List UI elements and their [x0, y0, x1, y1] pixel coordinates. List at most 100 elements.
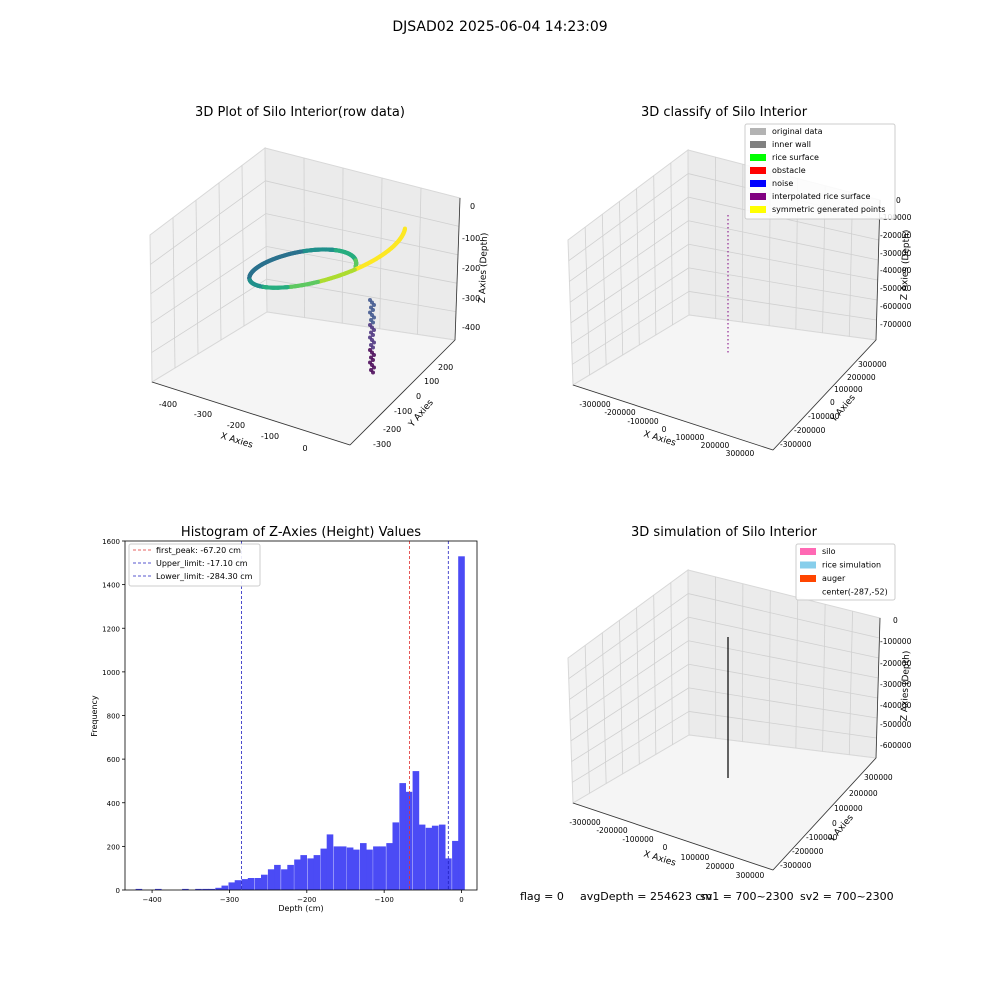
histogram-bar [313, 855, 321, 890]
raw-point [372, 303, 376, 307]
histogram-y-tick: 200 [107, 843, 120, 851]
classify-legend: original data inner wall rice surface obsta… [744, 123, 896, 220]
sim-z-tick-2: -200000 [880, 659, 912, 668]
raw-z-tick-1: -100 [462, 234, 480, 243]
histogram-y-tick: 800 [107, 713, 120, 721]
raw-y-tick-3: 0 [416, 392, 421, 401]
histogram-y-tick: 1200 [102, 625, 120, 633]
histogram-y-tick: 1000 [102, 669, 120, 677]
histogram-title: Histogram of Z-Axies (Height) Values [181, 525, 421, 540]
raw-z-label: Z Axies (Depth) [478, 233, 490, 304]
raw-point [372, 340, 376, 345]
cls-z-tick-6: -600000 [880, 302, 912, 311]
classify-3d-x-axis [572, 384, 774, 451]
raw-point [273, 285, 278, 290]
raw-3d-axes-box [149, 147, 461, 446]
histogram-bar [135, 888, 143, 890]
histogram-y-ticks: 0 200 400 600 800 1000 1200 1400 1600 [102, 538, 125, 895]
histogram-y-tick: 600 [107, 756, 120, 764]
cls-y-tick-6: 300000 [858, 360, 887, 369]
histogram-legend: first_peak: -67.20 cm Upper_limit: -17.10… [128, 543, 261, 587]
histogram-x-ticks: −400 −300 −200 −100 0 [142, 890, 464, 904]
cls-x-tick-6: 300000 [726, 449, 755, 458]
histogram-y-tick: 0 [116, 887, 120, 895]
histogram-x-tick: −200 [297, 896, 316, 904]
sim-y-tick-1: -200000 [792, 847, 824, 856]
sim-x-tick-3: 0 [663, 843, 668, 852]
histogram-legend-label: Lower_limit: -284.30 cm [156, 572, 253, 581]
legend-label: obstacle [772, 166, 806, 175]
cls-x-tick-2: -100000 [627, 417, 659, 426]
sim-x-tick-2: -100000 [622, 835, 654, 844]
sim-y-tick-5: 200000 [849, 789, 878, 798]
histogram-x-tick: −400 [142, 896, 161, 904]
histogram-bar [412, 771, 420, 890]
raw-point [371, 345, 375, 350]
cls-x-tick-3: 0 [662, 425, 667, 434]
raw-x-tick-0: -400 [159, 400, 177, 409]
sim-z-tick-1: -100000 [880, 637, 912, 646]
legend-label: auger [822, 574, 846, 583]
histogram-bar [221, 885, 229, 890]
histogram-y-tick: 400 [107, 800, 120, 808]
classify-3d-y-axis [772, 339, 877, 451]
raw-y-tick-1: -200 [383, 425, 401, 434]
sim-z-tick-4: -400000 [880, 701, 912, 710]
sim-z-tick-3: -300000 [880, 680, 912, 689]
simulation-3d-plot: 3D simulation of Silo Interior -300000 -… [567, 525, 912, 880]
legend-label: original data [772, 127, 823, 136]
histogram-bar [234, 880, 242, 890]
histogram-bar [438, 824, 446, 890]
histogram-bar [399, 783, 406, 890]
histogram-bar [392, 822, 400, 890]
legend-swatch [750, 141, 766, 148]
sim-x-tick-1: -200000 [596, 826, 628, 835]
histogram-bar [458, 556, 465, 890]
histogram-bar [261, 874, 268, 890]
raw-z-tick-0: 0 [470, 202, 475, 211]
histogram-x-tick: −300 [220, 896, 239, 904]
simulation-legend-box [795, 543, 896, 601]
histogram-bar [326, 834, 334, 890]
histogram-x-tick: 0 [459, 896, 463, 904]
histogram-bar [425, 827, 433, 890]
raw-x-tick-1: -300 [194, 410, 212, 419]
legend-label: rice surface [772, 153, 819, 162]
legend-label: rice simulation [822, 561, 881, 570]
sim-x-label: X Axies [642, 849, 677, 868]
sim-y-tick-6: 300000 [864, 773, 893, 782]
cls-x-tick-1: -200000 [604, 408, 636, 417]
histogram-bar [294, 859, 301, 890]
raw-point [371, 333, 375, 337]
histogram-bars [135, 556, 465, 890]
histogram-bar [418, 824, 426, 890]
histogram-bar [281, 869, 288, 890]
raw-x-tick-4: 0 [302, 444, 307, 453]
histogram-bar [287, 864, 294, 890]
raw-3d-points [247, 226, 407, 375]
cls-y-tick-1: -200000 [794, 426, 826, 435]
sim-y-tick-2: -100000 [806, 833, 838, 842]
cls-y-tick-0: -300000 [780, 440, 812, 449]
histogram-bar [307, 858, 314, 890]
histogram-vlines [241, 541, 449, 890]
simulation-legend: silo rice simulation auger center(-287,-52) [795, 543, 896, 601]
raw-y-tick-0: -300 [373, 440, 391, 449]
sim-z-tick-0: 0 [893, 616, 898, 625]
raw-3d-z-axis [454, 197, 461, 341]
histogram-x-tick: −100 [375, 896, 394, 904]
raw-x-label: X Axies [219, 431, 254, 450]
histogram-bar [353, 849, 360, 890]
sim-3d-x-axis [572, 802, 774, 871]
cls-x-tick-5: 200000 [701, 441, 730, 450]
legend-label: noise [772, 179, 793, 188]
simulation-3d-title: 3D simulation of Silo Interior [631, 525, 818, 540]
histogram-bar [445, 858, 452, 890]
raw-point [372, 328, 376, 332]
histogram-bar [300, 855, 307, 890]
histogram-bar [431, 825, 439, 890]
legend-swatch [750, 206, 766, 213]
legend-swatch [800, 561, 816, 569]
raw-x-tick-3: -100 [261, 432, 279, 441]
